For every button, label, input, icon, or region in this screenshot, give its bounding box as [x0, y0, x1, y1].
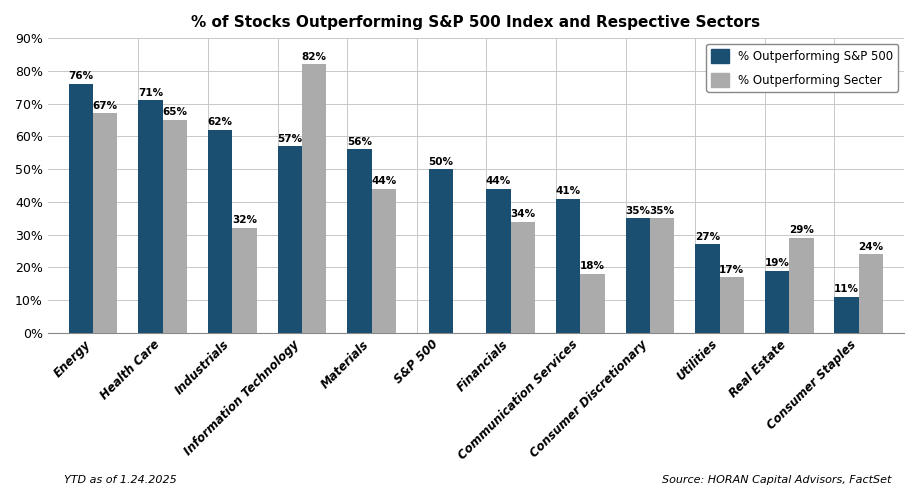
Title: % of Stocks Outperforming S&P 500 Index and Respective Sectors: % of Stocks Outperforming S&P 500 Index …: [191, 15, 761, 30]
Text: 18%: 18%: [580, 262, 605, 271]
Bar: [556, 199, 580, 333]
Text: 35%: 35%: [650, 206, 675, 216]
Bar: [580, 274, 605, 333]
Text: 32%: 32%: [232, 215, 257, 225]
Text: 50%: 50%: [428, 156, 454, 167]
Text: 57%: 57%: [278, 133, 302, 144]
Text: 24%: 24%: [858, 242, 883, 252]
Bar: [139, 100, 163, 333]
Text: 44%: 44%: [486, 176, 511, 186]
Bar: [347, 150, 371, 333]
Bar: [511, 222, 535, 333]
Text: 65%: 65%: [163, 108, 187, 117]
Text: 19%: 19%: [765, 258, 789, 268]
Text: YTD as of 1.24.2025: YTD as of 1.24.2025: [64, 474, 177, 485]
Text: 27%: 27%: [695, 232, 720, 242]
Bar: [163, 120, 187, 333]
Text: 62%: 62%: [208, 117, 233, 127]
Bar: [650, 218, 675, 333]
Bar: [371, 189, 396, 333]
Bar: [695, 244, 720, 333]
Text: 41%: 41%: [556, 186, 581, 196]
Text: 76%: 76%: [68, 72, 94, 81]
Bar: [765, 271, 789, 333]
Text: 29%: 29%: [789, 225, 813, 235]
Legend: % Outperforming S&P 500, % Outperforming Secter: % Outperforming S&P 500, % Outperforming…: [707, 44, 898, 92]
Text: Source: HORAN Capital Advisors, FactSet: Source: HORAN Capital Advisors, FactSet: [662, 474, 891, 485]
Text: 82%: 82%: [301, 52, 326, 62]
Text: 67%: 67%: [93, 101, 118, 111]
Bar: [302, 64, 326, 333]
Bar: [69, 84, 93, 333]
Bar: [233, 228, 256, 333]
Text: 71%: 71%: [138, 88, 163, 98]
Bar: [834, 297, 858, 333]
Bar: [278, 146, 302, 333]
Bar: [486, 189, 511, 333]
Bar: [858, 254, 883, 333]
Text: 17%: 17%: [720, 264, 744, 275]
Bar: [208, 130, 233, 333]
Text: 44%: 44%: [371, 176, 396, 186]
Text: 11%: 11%: [834, 284, 859, 294]
Text: 35%: 35%: [625, 206, 651, 216]
Bar: [720, 277, 743, 333]
Bar: [626, 218, 650, 333]
Bar: [93, 113, 118, 333]
Text: 56%: 56%: [346, 137, 372, 147]
Text: 34%: 34%: [510, 209, 536, 219]
Bar: [789, 238, 813, 333]
Bar: [429, 169, 453, 333]
